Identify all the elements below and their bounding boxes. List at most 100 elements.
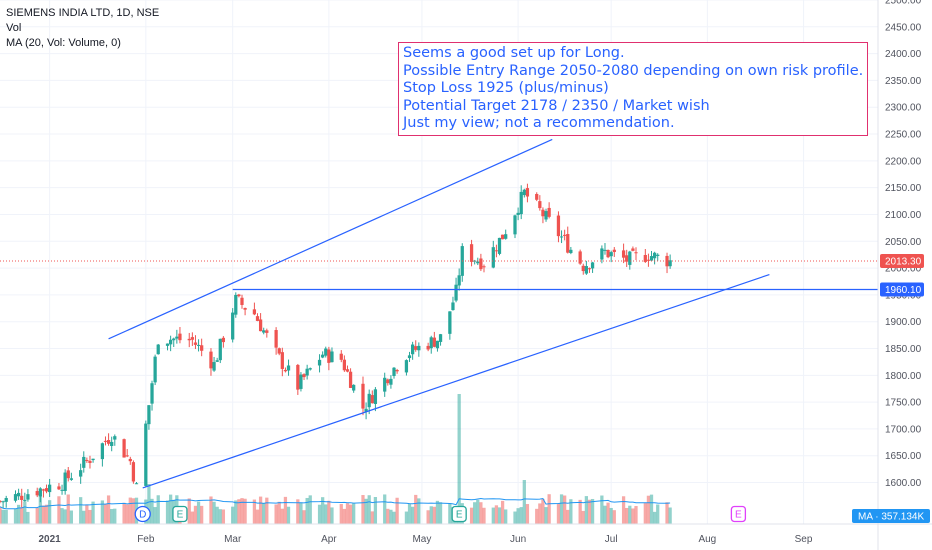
- candle-body: [578, 251, 582, 264]
- volume-bar: [243, 498, 247, 524]
- candle-body: [85, 459, 89, 461]
- volume-bar: [668, 507, 672, 524]
- volume-bar: [262, 502, 266, 524]
- candle-body: [497, 237, 502, 254]
- volume-bar: [497, 507, 502, 524]
- price-tick-label: 2000.00: [885, 264, 922, 275]
- candle-body: [621, 250, 626, 258]
- candle-body: [240, 297, 244, 305]
- volume-bar: [584, 496, 588, 524]
- volume-bar: [457, 394, 461, 524]
- volume-bar: [296, 499, 300, 524]
- volume-bar: [106, 495, 111, 524]
- earnings-marker: [730, 505, 747, 523]
- ma-legend[interactable]: MA (20, Vol: Volume, 0): [6, 37, 121, 49]
- price-axis[interactable]: 1600.00 1650.00 1700.00 1750.00 1800.00 1850.…: [885, 0, 922, 489]
- candle-body: [448, 311, 452, 334]
- volume-bar: [23, 501, 27, 524]
- volume-legend[interactable]: Vol: [6, 22, 22, 34]
- volume-bar: [0, 506, 2, 524]
- candle-body: [144, 423, 148, 486]
- candle-body: [193, 342, 198, 345]
- volume-bar: [200, 505, 204, 524]
- candle-body: [491, 247, 495, 268]
- price-tick-label: 1900.00: [885, 317, 922, 328]
- candle-body: [215, 360, 219, 362]
- candle-body: [603, 249, 607, 251]
- lower-channel-line[interactable]: [142, 273, 770, 489]
- candle-body: [348, 371, 353, 388]
- volume-bar: [504, 509, 508, 524]
- price-tick-label: 2050.00: [885, 237, 922, 248]
- candle-body: [500, 234, 505, 240]
- volume-bar: [305, 497, 309, 524]
- volume-bar: [600, 495, 604, 524]
- candle-body: [296, 364, 300, 390]
- volume-bar: [274, 504, 278, 524]
- time-tick-label: Feb: [137, 534, 155, 545]
- candle-body: [522, 189, 526, 196]
- last-price-label: 2013.30: [885, 256, 922, 267]
- candle-body: [243, 308, 247, 310]
- candle-body: [643, 254, 647, 262]
- candle-body: [218, 338, 222, 361]
- candle-body: [255, 316, 260, 321]
- candle-body: [60, 489, 64, 491]
- time-axis[interactable]: 2021 Feb Mar Apr May Jun Jul Aug Sep: [39, 534, 813, 545]
- candle-body: [13, 494, 18, 501]
- volume-bar: [435, 500, 440, 524]
- volume-bar: [494, 505, 499, 524]
- price-tick-label: 1700.00: [885, 424, 922, 435]
- candle-body: [277, 348, 281, 354]
- volume-bar: [122, 502, 126, 524]
- symbol-title[interactable]: SIEMENS INDIA LTD, 1D, NSE: [6, 7, 160, 19]
- last-price-badge: [880, 253, 924, 268]
- candle-body: [426, 345, 430, 350]
- volume-bar: [60, 508, 64, 524]
- candle-body: [649, 256, 654, 261]
- candle-body: [165, 343, 170, 346]
- volume-bar: [187, 498, 191, 524]
- event-marker-label: D: [139, 510, 146, 521]
- candle-body: [0, 500, 2, 502]
- price-tick-label: 2150.00: [885, 183, 922, 194]
- candle-body: [395, 370, 399, 372]
- event-marker-label: E: [735, 510, 742, 521]
- candle-body: [414, 346, 418, 350]
- candle-body: [221, 337, 226, 343]
- candle-body: [4, 498, 8, 502]
- volume-bar: [13, 508, 18, 524]
- price-tick-label: 2250.00: [885, 130, 922, 141]
- candle-body: [625, 255, 629, 262]
- volume-bar: [448, 503, 452, 524]
- volume-bar: [100, 500, 105, 524]
- time-tick-label: Mar: [224, 534, 242, 545]
- candle-body: [516, 212, 520, 215]
- candle-body: [600, 248, 604, 260]
- volume-bar: [327, 500, 331, 524]
- volume-ma-line: [0, 497, 671, 510]
- candle-body: [609, 252, 613, 257]
- volume-bar: [221, 509, 226, 524]
- candle-body: [66, 470, 70, 479]
- candle-body: [606, 249, 610, 258]
- chart-legend[interactable]: SIEMENS INDIA LTD, 1D, NSE Vol MA (20, V…: [6, 6, 159, 51]
- candle-body: [569, 249, 573, 254]
- candle-body: [556, 215, 561, 237]
- volume-bar: [417, 498, 421, 524]
- upper-channel-line[interactable]: [108, 138, 553, 340]
- candle-body: [200, 345, 204, 351]
- volume-bar: [16, 504, 21, 524]
- volume-bar: [559, 494, 564, 524]
- volume-bar: [317, 504, 322, 524]
- candle-body: [231, 312, 235, 340]
- candle-body: [538, 201, 542, 209]
- candle-body: [128, 458, 132, 462]
- annotation-note[interactable]: Seems a good set up for Long. Possible E…: [398, 42, 868, 136]
- candle-body: [262, 330, 266, 333]
- candle-body: [646, 259, 651, 261]
- volume-bar: [404, 511, 409, 524]
- candle-body: [274, 330, 278, 348]
